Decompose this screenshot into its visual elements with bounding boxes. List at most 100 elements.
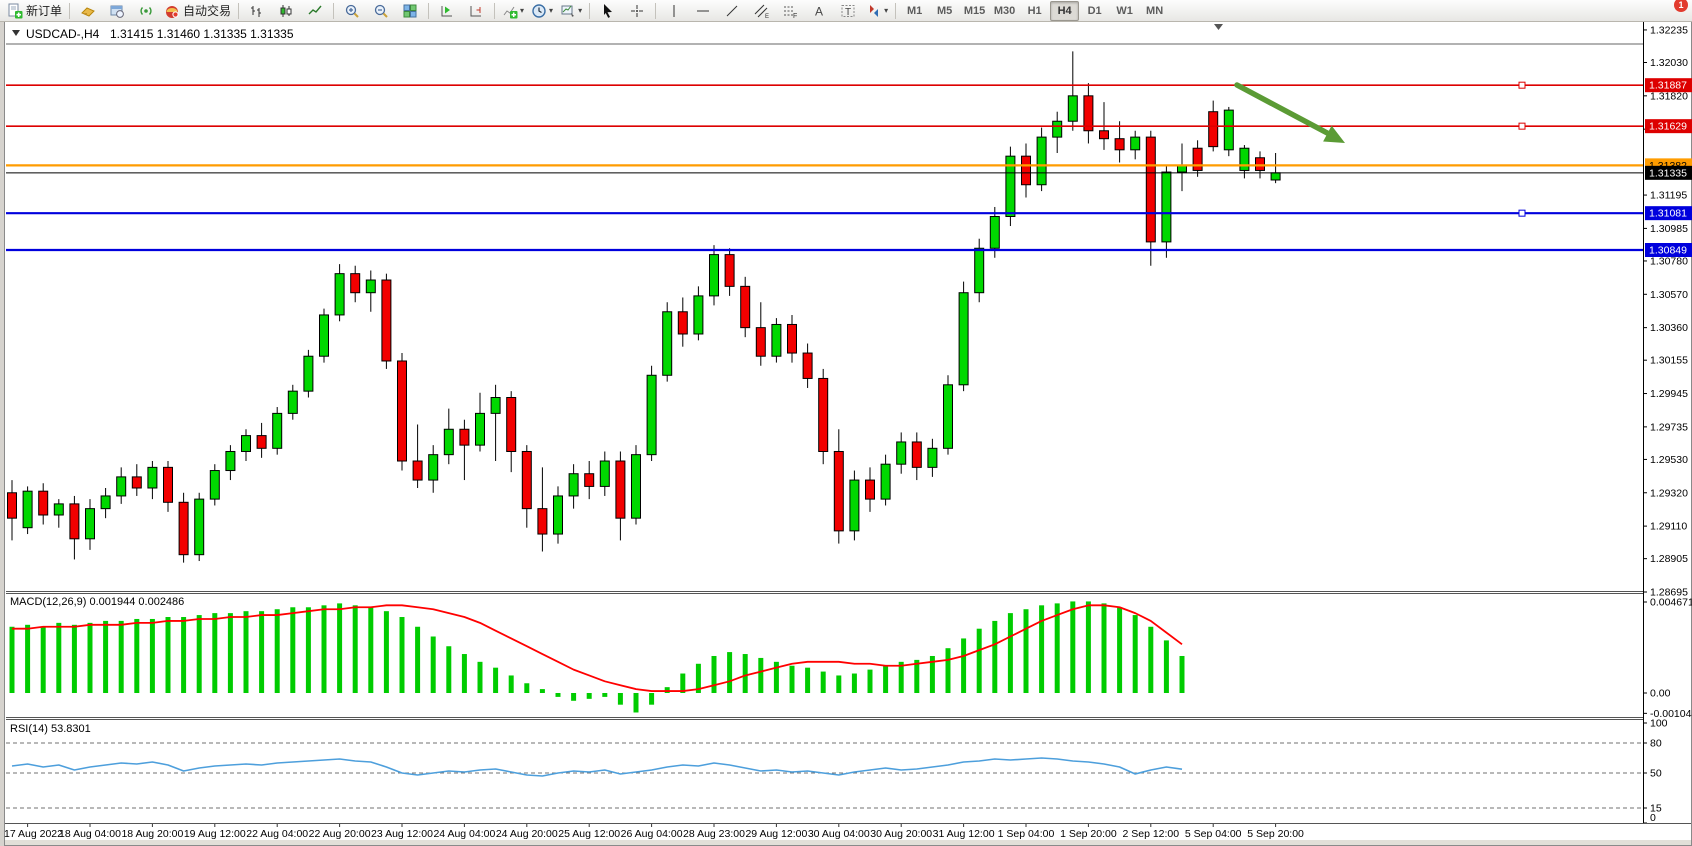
- chevron-down-icon[interactable]: ▾: [578, 6, 583, 15]
- timeframe-m5[interactable]: M5: [936, 4, 953, 17]
- channel-icon: E: [753, 3, 769, 19]
- crosshair-button[interactable]: [623, 0, 651, 22]
- trendline-button[interactable]: [718, 0, 746, 22]
- vertical-line-icon: [666, 3, 682, 19]
- bar-chart-button[interactable]: [243, 0, 271, 22]
- channel-button[interactable]: E: [747, 0, 775, 22]
- horizontal-line-button[interactable]: [689, 0, 717, 22]
- text-label-icon: T: [840, 3, 856, 19]
- candlesticks: [7, 51, 1281, 563]
- price-axis[interactable]: 1.322351.320301.318201.316101.311951.309…: [1643, 24, 1692, 599]
- chevron-down-icon[interactable]: ▾: [884, 6, 889, 15]
- price-tick-label: 1.30155: [1650, 355, 1688, 367]
- date-tick-label: 1 Sep 20:00: [1060, 828, 1117, 840]
- timeframe-m15[interactable]: M15: [963, 4, 986, 17]
- level-handle[interactable]: [1518, 209, 1526, 217]
- timeframe-m1[interactable]: M1: [906, 4, 923, 17]
- chart-shift-icon: [468, 3, 484, 19]
- vertical-line-button[interactable]: [660, 0, 688, 22]
- zoom-out-button[interactable]: [367, 0, 395, 22]
- market-watch-icon: [80, 3, 96, 19]
- chart-header: USDCAD-,H4 1.31415 1.31460 1.31335 1.313…: [6, 27, 1643, 45]
- level-handle[interactable]: [1518, 81, 1526, 89]
- toolbar-separator: [589, 2, 591, 19]
- trendline-icon: [724, 3, 740, 19]
- price-tick-label: 1.32235: [1650, 24, 1688, 36]
- templates-icon: [560, 3, 576, 19]
- trend-arrow-annotation[interactable]: [1234, 82, 1345, 143]
- price-tick-label: 1.29530: [1650, 454, 1688, 466]
- cursor-button[interactable]: [594, 0, 622, 22]
- text-button[interactable]: A: [805, 0, 833, 22]
- level-price-label: 1.30849: [1649, 245, 1687, 257]
- macd-pane: 0.004671 0.00 -0.001044: [9, 596, 1692, 720]
- chart-window-frame: [4, 21, 1692, 846]
- crosshair-icon: [629, 3, 645, 19]
- toolbar-separator: [494, 2, 496, 19]
- timeframe-h4[interactable]: H4: [1050, 0, 1080, 21]
- price-tick-label: 1.28695: [1650, 587, 1688, 599]
- tile-windows-button[interactable]: [396, 0, 424, 22]
- date-tick-label: 2 Sep 12:00: [1122, 828, 1179, 840]
- indicators-button[interactable]: ▾: [499, 0, 527, 22]
- line-chart-button[interactable]: [301, 0, 329, 22]
- chevron-down-icon[interactable]: ▾: [520, 6, 525, 15]
- symbol-dropdown-icon[interactable]: [12, 30, 20, 36]
- autotrading-button[interactable]: 自动交易: [161, 0, 234, 22]
- horizontal-line-icon: [695, 3, 711, 19]
- timeframe-d1[interactable]: D1: [1087, 4, 1102, 17]
- date-tick-label: 22 Aug 04:00: [246, 828, 308, 840]
- chevron-down-icon[interactable]: ▾: [549, 6, 554, 15]
- zoom-in-button[interactable]: [338, 0, 366, 22]
- templates-button[interactable]: ▾: [557, 0, 585, 22]
- svg-text:A: A: [815, 4, 823, 18]
- chart-shift-button[interactable]: [462, 0, 490, 22]
- svg-text:F: F: [793, 13, 797, 19]
- text-label-button[interactable]: T: [834, 0, 862, 22]
- toolbar-separator: [428, 2, 430, 19]
- date-tick-label: 28 Aug 23:00: [683, 828, 745, 840]
- date-tick-label: 22 Aug 20:00: [309, 828, 371, 840]
- auto-scroll-button[interactable]: [433, 0, 461, 22]
- timeframe-m30[interactable]: M30: [993, 4, 1016, 17]
- rsi-tick-label: 100: [1650, 718, 1668, 730]
- timeframe-w1[interactable]: W1: [1116, 4, 1133, 17]
- search-button[interactable]: [1634, 1, 1654, 21]
- candle-chart-button[interactable]: [272, 0, 300, 22]
- macd-tick-label: 0.004671: [1650, 596, 1692, 608]
- periods-icon: [531, 3, 547, 19]
- new-order-button[interactable]: 新订单: [4, 0, 65, 22]
- rsi-tick-label: 80: [1650, 738, 1662, 750]
- timeframe-mn[interactable]: MN: [1146, 4, 1164, 17]
- signals-button[interactable]: [132, 0, 160, 22]
- level-price-label: 1.31629: [1649, 121, 1687, 133]
- date-tick-label: 17 Aug 2022: [4, 828, 63, 840]
- periods-button[interactable]: ▾: [528, 0, 556, 22]
- price-tick-label: 1.30985: [1650, 223, 1688, 235]
- indicators-icon: [502, 3, 518, 19]
- price-tick-label: 1.32030: [1650, 57, 1688, 69]
- fibonacci-icon: F: [782, 3, 798, 19]
- notification-badge: 1: [1674, 0, 1688, 12]
- pane-separators[interactable]: [5, 22, 1691, 824]
- macd-tick-label: -0.001044: [1650, 708, 1692, 720]
- date-tick-label: 19 Aug 12:00: [184, 828, 246, 840]
- horizontal-level-lines[interactable]: [6, 81, 1643, 252]
- arrows-button[interactable]: ▾: [863, 0, 891, 22]
- market-watch-button[interactable]: [74, 0, 102, 22]
- level-price-label: 1.31081: [1649, 208, 1687, 220]
- date-tick-label: 25 Aug 12:00: [558, 828, 620, 840]
- date-tick-label: 29 Aug 12:00: [745, 828, 807, 840]
- candle-chart-icon: [278, 3, 294, 19]
- timeframe-h1[interactable]: H1: [1027, 4, 1042, 17]
- macd-tick-label: 0.00: [1650, 688, 1671, 700]
- fibonacci-button[interactable]: F: [776, 0, 804, 22]
- chart-shift-marker: [1214, 24, 1223, 30]
- data-window-button[interactable]: [103, 0, 131, 22]
- notifications-button[interactable]: 1: [1662, 0, 1688, 21]
- main-toolbar: 新订单 自动交易 ▾ ▾ ▾ E F A T ▾ M1 M5 M15 M30 H1 H4 D1 W1 MN 1: [0, 0, 1692, 22]
- level-handle[interactable]: [1518, 122, 1526, 130]
